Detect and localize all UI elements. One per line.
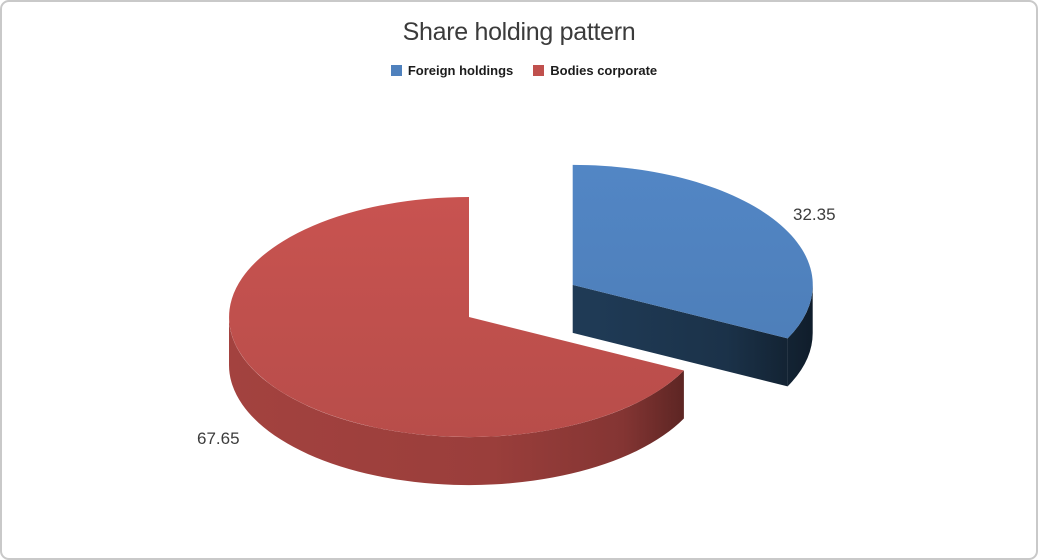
legend-swatch-bodies-corporate (533, 65, 545, 76)
chart-title: Share holding pattern (402, 18, 636, 46)
data-label-bodies-corporate: 67.65 (197, 429, 240, 448)
legend: Foreign holdings Bodies corporate (7, 63, 1036, 78)
pie-slice-foreign-holdings-cut-face (572, 284, 788, 387)
pie-slice-foreign-holdings-top (572, 164, 813, 339)
legend-label: Foreign holdings (407, 63, 514, 78)
legend-swatch-foreign-holdings (390, 65, 402, 76)
pie-slice-bodies-corporate-top (229, 197, 684, 438)
legend-item-bodies-corporate: Bodies corporate (533, 63, 657, 78)
pie-slice-foreign-holdings-rim (787, 284, 813, 387)
legend-item-foreign-holdings: Foreign holdings (390, 63, 514, 78)
pie-slice-bodies-corporate-rim (228, 317, 684, 486)
legend-label: Bodies corporate (550, 63, 658, 78)
data-label-foreign-holdings: 32.35 (793, 205, 836, 224)
